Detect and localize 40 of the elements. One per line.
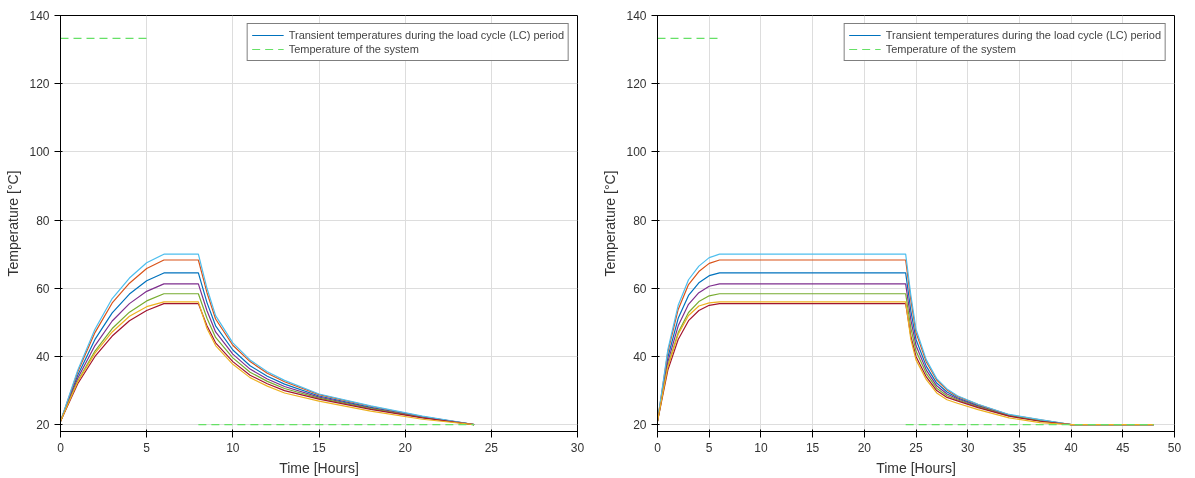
y-tick-label: 40: [633, 349, 647, 364]
legend-label: Temperature of the system: [885, 42, 1016, 56]
y-tick-label: 60: [36, 281, 50, 296]
y-tick-label: 140: [29, 9, 50, 23]
y-tick-label: 100: [29, 145, 50, 160]
legend-label: Transient temperatures during the load cycle (LC) period: [885, 28, 1161, 42]
y-tick-label: 80: [36, 213, 50, 228]
legend-label: Temperature of the system: [288, 42, 419, 56]
y-tick-label: 120: [626, 77, 647, 92]
x-tick-label: 25: [484, 440, 499, 455]
y-tick-label: 80: [633, 213, 647, 228]
y-tick-label: 40: [36, 349, 50, 364]
y-tick-label: 60: [633, 281, 647, 296]
y-tick-label: 20: [36, 418, 50, 433]
y-tick-label: 20: [633, 418, 647, 433]
x-tick-label: 0: [654, 440, 662, 455]
y-tick-label: 120: [29, 77, 50, 92]
x-tick-label: 5: [143, 440, 151, 455]
x-tick-label: 10: [226, 440, 240, 455]
x-axis-title: Time [Hours]: [876, 459, 956, 476]
x-tick-label: 15: [312, 440, 326, 455]
x-tick-label: 0: [57, 440, 65, 455]
legend-label: Transient temperatures during the load cycle (LC) period: [288, 28, 564, 42]
y-tick-label: 100: [626, 145, 647, 160]
x-tick-label: 20: [398, 440, 413, 455]
x-tick-label: 35: [1012, 440, 1027, 455]
y-axis-title: Temperature [°C]: [602, 170, 619, 277]
x-tick-label: 5: [705, 440, 713, 455]
y-tick-label: 140: [626, 9, 647, 23]
x-tick-label: 30: [961, 440, 975, 455]
x-tick-label: 40: [1064, 440, 1079, 455]
x-tick-label: 20: [857, 440, 872, 455]
x-tick-label: 15: [805, 440, 820, 455]
x-tick-label: 30: [570, 440, 585, 455]
x-tick-label: 25: [909, 440, 923, 455]
y-axis-title: Temperature [°C]: [5, 170, 22, 277]
x-tick-label: 50: [1167, 440, 1182, 455]
x-tick-label: 45: [1116, 440, 1130, 455]
x-tick-label: 10: [754, 440, 768, 455]
x-axis-title: Time [Hours]: [279, 459, 359, 476]
